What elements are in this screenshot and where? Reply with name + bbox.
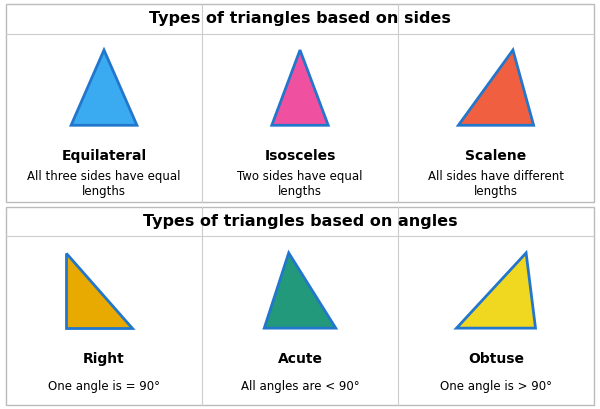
- Text: Two sides have equal
lengths: Two sides have equal lengths: [237, 170, 363, 198]
- Text: Types of triangles based on sides: Types of triangles based on sides: [149, 11, 451, 26]
- Text: Types of triangles based on angles: Types of triangles based on angles: [143, 214, 457, 229]
- Text: Right: Right: [83, 352, 125, 366]
- Text: Equilateral: Equilateral: [61, 149, 146, 163]
- Polygon shape: [264, 253, 336, 328]
- Text: Obtuse: Obtuse: [468, 352, 524, 366]
- Text: Scalene: Scalene: [466, 149, 527, 163]
- Text: One angle is = 90°: One angle is = 90°: [48, 380, 160, 393]
- Polygon shape: [458, 50, 533, 125]
- Polygon shape: [71, 50, 137, 125]
- Text: One angle is > 90°: One angle is > 90°: [440, 380, 552, 393]
- Text: Acute: Acute: [277, 352, 323, 366]
- Text: All angles are < 90°: All angles are < 90°: [241, 380, 359, 393]
- Text: All three sides have equal
lengths: All three sides have equal lengths: [27, 170, 181, 198]
- Polygon shape: [272, 50, 328, 125]
- Text: All sides have different
lengths: All sides have different lengths: [428, 170, 564, 198]
- Polygon shape: [457, 253, 535, 328]
- Text: Isosceles: Isosceles: [265, 149, 335, 163]
- Polygon shape: [67, 253, 132, 328]
